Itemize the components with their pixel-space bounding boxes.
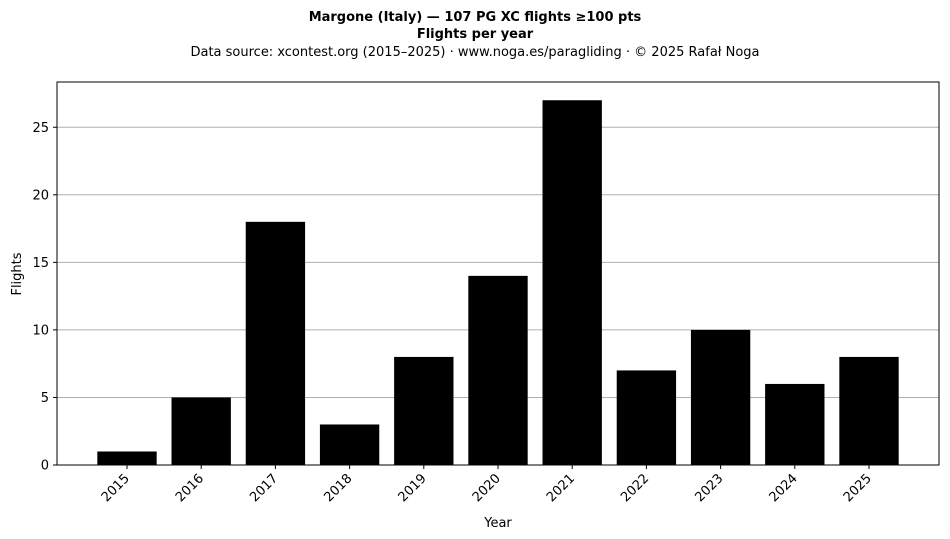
y-tick-label-20: 20 [32, 188, 49, 203]
bar-2015 [97, 451, 157, 465]
bar-2025 [839, 356, 899, 465]
bar-2016 [171, 397, 231, 465]
chart-source: Data source: xcontest.org (2015–2025) · … [190, 45, 759, 60]
y-tick-label-10: 10 [32, 323, 49, 338]
x-tick-label-2017: 2017 [247, 471, 281, 505]
x-tick-label-2015: 2015 [99, 471, 133, 505]
y-tick-label-0: 0 [41, 459, 49, 474]
x-axis-label: Year [483, 516, 512, 531]
chart-title: Margone (Italy) — 107 PG XC flights ≥100… [309, 10, 642, 25]
y-tick-label-15: 15 [32, 256, 49, 271]
x-tick-label-2020: 2020 [470, 471, 504, 505]
bar-2017 [245, 221, 306, 465]
x-tick-label-2021: 2021 [544, 471, 578, 505]
x-tick-label-2019: 2019 [396, 471, 430, 505]
x-tick-label-2016: 2016 [173, 471, 207, 505]
x-tick-label-2022: 2022 [618, 471, 652, 505]
bar-2021 [542, 100, 602, 465]
bar-2024 [765, 383, 825, 465]
y-tick-label-5: 5 [41, 391, 49, 406]
y-axis-label: Flights [10, 252, 25, 295]
bar-2020 [468, 275, 528, 465]
chart-subtitle: Flights per year [417, 27, 534, 42]
y-axis-ticks: 0 5 10 15 20 25 [32, 121, 57, 474]
bars [97, 100, 899, 465]
x-tick-label-2024: 2024 [767, 471, 801, 505]
x-tick-label-2018: 2018 [321, 471, 355, 505]
x-tick-label-2025: 2025 [841, 471, 875, 505]
bar-2022 [616, 370, 677, 465]
y-tick-label-25: 25 [32, 121, 49, 136]
bar-2019 [394, 356, 454, 465]
bar-2018 [319, 424, 380, 465]
x-tick-label-2023: 2023 [692, 471, 726, 505]
bar-2023 [690, 329, 751, 465]
x-axis-ticks: 2015 2016 2017 2018 2019 2020 2021 2022 2023 2024… [99, 465, 875, 505]
